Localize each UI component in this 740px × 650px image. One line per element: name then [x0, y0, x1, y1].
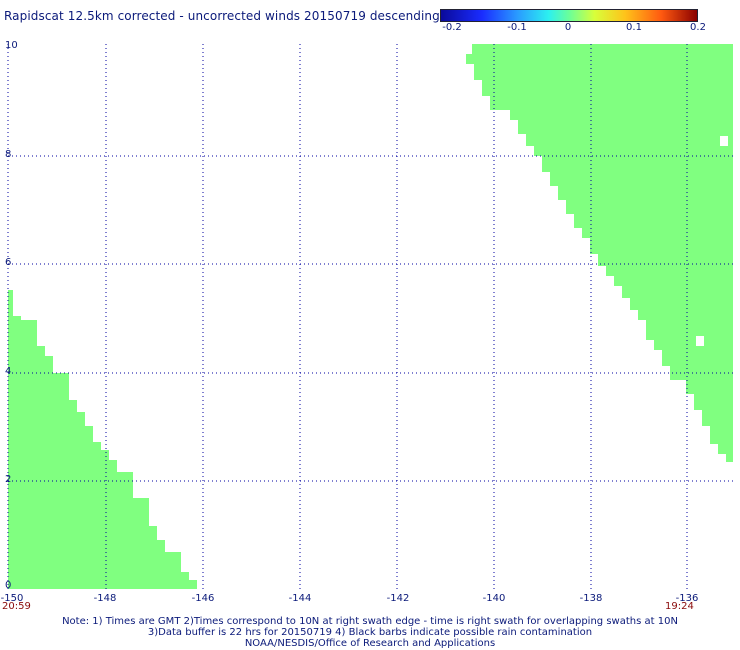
y-tick-label: 6	[5, 257, 12, 268]
x-tick-label: -150	[0, 593, 24, 604]
chart-title: Rapidscat 12.5km corrected - uncorrected…	[4, 9, 440, 23]
y-tick-label: 0	[5, 580, 12, 591]
colorbar-label: 0	[564, 22, 572, 33]
colorbar	[440, 9, 698, 22]
footnote-line-1: Note: 1) Times are GMT 2)Times correspon…	[62, 616, 678, 627]
y-tick-label: 10	[5, 40, 18, 51]
x-tick-label: -136	[675, 593, 699, 604]
swath-map	[7, 44, 733, 589]
colorbar-label: 0.1	[626, 22, 642, 33]
colorbar-label: -0.1	[507, 22, 527, 33]
x-tick-label: -140	[482, 593, 506, 604]
colorbar-label: -0.2	[442, 22, 462, 33]
swath-gap	[696, 336, 704, 346]
footnote-line-3: NOAA/NESDIS/Office of Research and Appli…	[244, 638, 496, 649]
right-swath	[466, 44, 733, 462]
x-tick-label: -138	[579, 593, 603, 604]
x-tick-label: -146	[191, 593, 215, 604]
y-tick-label: 4	[5, 366, 12, 377]
colorbar-label: 0.2	[690, 22, 706, 33]
x-tick-label: -148	[93, 593, 117, 604]
left-swath-time: 20:59	[2, 601, 31, 612]
y-tick-label: 2	[5, 474, 12, 485]
x-tick-label: -142	[386, 593, 410, 604]
x-tick-label: -144	[288, 593, 312, 604]
swath-gap	[720, 136, 728, 146]
footnote-line-2: 3)Data buffer is 22 hrs for 20150719 4) …	[147, 627, 593, 638]
right-swath-time: 19:24	[665, 601, 694, 612]
left-swath	[8, 290, 197, 589]
y-tick-label: 8	[5, 149, 12, 160]
